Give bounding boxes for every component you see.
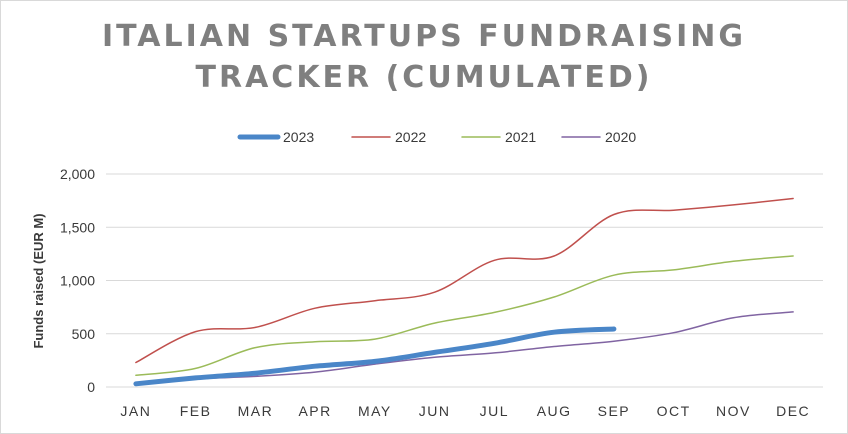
y-tick-label: 500 [72, 326, 96, 342]
x-tick-label: FEB [180, 403, 212, 419]
gridlines [106, 173, 823, 388]
x-tick-label: AUG [537, 403, 572, 419]
legend-label: 2020 [605, 129, 636, 145]
x-tick-label: OCT [657, 403, 691, 419]
legend-item-2020: 2020 [561, 129, 636, 145]
x-tick-label: MAY [358, 403, 392, 419]
x-tick-label: DEC [776, 403, 810, 419]
legend-label: 2023 [283, 129, 314, 145]
x-tick-label: JAN [120, 403, 151, 419]
x-tick-label: NOV [716, 403, 751, 419]
series-lines [133, 197, 794, 387]
y-tick-label: 0 [87, 379, 95, 395]
chart-title: ITALIAN STARTUPS FUNDRAISING TRACKER (CU… [0, 16, 848, 98]
x-tick-label: MAR [238, 403, 274, 419]
legend-label: 2021 [505, 129, 536, 145]
y-tick-label: 2,000 [60, 166, 95, 182]
y-axis-label: Funds raised (EUR M) [31, 213, 46, 348]
series-line-2022 [135, 197, 794, 364]
chart-title-line-2: TRACKER (CUMULATED) [195, 60, 653, 95]
legend-label: 2022 [395, 129, 426, 145]
legend: 2023 2022 2021 2020 [237, 129, 636, 145]
legend-item-2023: 2023 [237, 129, 314, 145]
x-tick-label: APR [298, 403, 331, 419]
x-tick-label: JUN [419, 403, 451, 419]
y-tick-label: 1,000 [60, 273, 95, 289]
x-axis-ticks: JAN FEB MAR APR MAY JUN JUL AUG SEP OCT NOV DEC [120, 403, 810, 419]
series-line-2023 [133, 326, 617, 387]
y-axis-ticks: 0 500 1,000 1,500 2,000 [60, 166, 95, 395]
x-tick-label: JUL [480, 403, 509, 419]
x-tick-label: SEP [598, 403, 631, 419]
series-line-2021 [135, 255, 794, 377]
legend-item-2021: 2021 [461, 129, 536, 145]
series-line-2020 [135, 311, 794, 386]
chart-title-line-1: ITALIAN STARTUPS FUNDRAISING [102, 19, 746, 54]
y-tick-label: 1,500 [60, 219, 95, 235]
legend-item-2022: 2022 [351, 129, 426, 145]
